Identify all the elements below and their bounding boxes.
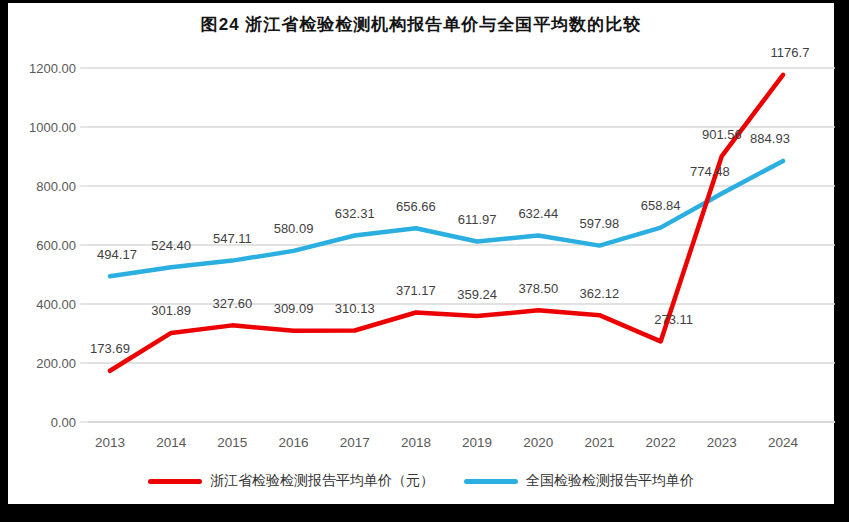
legend-item-national: 全国检验检测报告平均单价 — [464, 472, 694, 490]
x-axis-label: 2017 — [340, 435, 370, 450]
y-axis-label: 1000.00 — [29, 120, 76, 135]
y-axis-label: 400.00 — [36, 297, 76, 312]
data-label: 173.69 — [90, 341, 130, 356]
data-label: 632.44 — [518, 206, 558, 221]
y-axis-label: 600.00 — [36, 238, 76, 253]
data-label: 580.09 — [274, 221, 314, 236]
data-label: 309.09 — [274, 301, 314, 316]
series-line-1 — [110, 161, 783, 276]
data-label: 494.17 — [97, 247, 137, 262]
data-label: 301.89 — [151, 303, 191, 318]
data-label: 884.93 — [750, 131, 790, 146]
x-axis-label: 2021 — [584, 435, 614, 450]
data-label: 611.97 — [458, 212, 497, 227]
data-label: 658.84 — [641, 198, 681, 213]
legend-item-zhejiang: 浙江省检验检测报告平均单价（元） — [148, 472, 434, 490]
data-label: 632.31 — [335, 206, 375, 221]
x-axis-label: 2022 — [646, 435, 676, 450]
data-label: 362.12 — [580, 286, 620, 301]
x-axis-label: 2015 — [217, 435, 247, 450]
data-label: 524.40 — [151, 238, 191, 253]
x-axis-label: 2024 — [768, 435, 799, 450]
data-label: 656.66 — [396, 199, 436, 214]
data-label: 547.11 — [213, 231, 252, 246]
data-label: 310.13 — [335, 301, 375, 316]
legend-label-zhejiang: 浙江省检验检测报告平均单价（元） — [210, 472, 434, 490]
x-axis-label: 2019 — [462, 435, 492, 450]
red-line-swatch-icon — [148, 479, 202, 484]
x-axis-label: 2013 — [95, 435, 125, 450]
y-axis-label: 800.00 — [36, 179, 76, 194]
data-label: 901.56 — [702, 127, 742, 142]
x-axis-label: 2018 — [401, 435, 431, 450]
data-label: 273.11 — [654, 312, 693, 327]
data-label: 774.48 — [690, 164, 730, 179]
x-axis-label: 2016 — [279, 435, 309, 450]
blue-line-swatch-icon — [464, 479, 518, 484]
x-axis-label: 2014 — [156, 435, 187, 450]
data-label: 597.98 — [580, 216, 620, 231]
data-label: 359.24 — [457, 287, 497, 302]
chart-canvas: 0.00 200.00 400.00 600.00 800.00 1000.00 1200.… — [0, 0, 849, 522]
y-axis-label: 200.00 — [36, 356, 76, 371]
x-axis-label: 2023 — [707, 435, 737, 450]
data-label: 327.60 — [212, 296, 252, 311]
chart-legend: 浙江省检验检测报告平均单价（元） 全国检验检测报告平均单价 — [8, 472, 834, 490]
data-label: 378.50 — [518, 281, 558, 296]
y-axis-label: 0.00 — [51, 415, 76, 430]
legend-label-national: 全国检验检测报告平均单价 — [526, 472, 694, 490]
x-axis-label: 2020 — [523, 435, 553, 450]
data-label: 1176.7 — [771, 45, 810, 60]
y-axis-label: 1200.00 — [29, 61, 76, 76]
data-label: 371.17 — [396, 283, 436, 298]
